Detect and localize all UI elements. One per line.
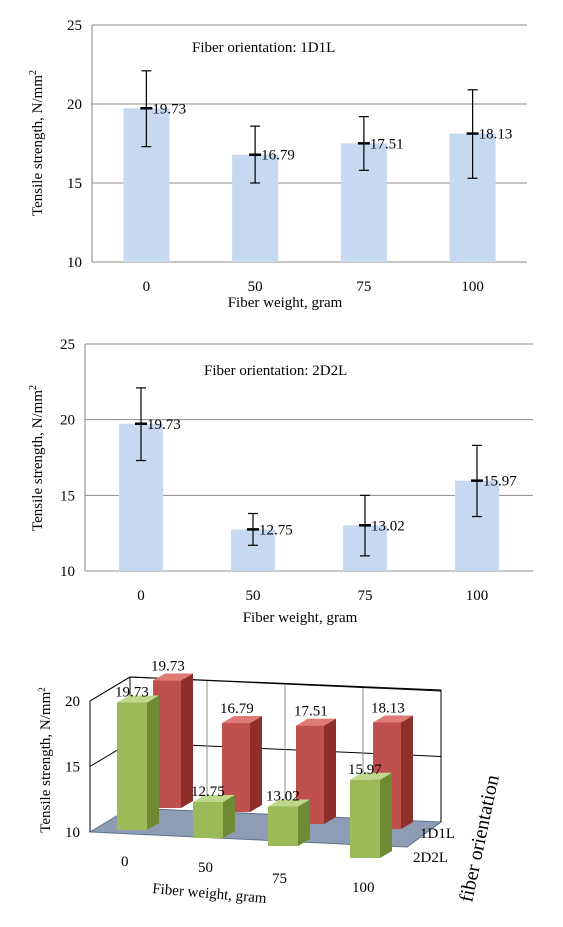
chart-3d-bar-2d2l-100: [350, 772, 392, 858]
chart-1d1l-ylabel: Tensile strength, N/mm2: [28, 70, 46, 216]
c1-xtick-50: 50: [248, 279, 263, 295]
chart-3d-bar-1d1l-100-top: [373, 715, 413, 723]
c2-value-label-50: 12.75: [259, 522, 293, 538]
chart-3d-ylabel-main: Tensile strength, N/mm: [38, 691, 54, 832]
chart-1d1l-annotation: Fiber orientation: 1D1L: [192, 40, 335, 56]
chart-3d-bar-1d1l-75-side: [324, 718, 336, 824]
chart-3d-bar-2d2l-100-front: [350, 779, 380, 858]
chart-3d-value-1d1l-50: 16.79: [220, 701, 254, 717]
chart-3d-bar-2d2l-75-top: [268, 799, 310, 807]
chart-3d-series-1d1l: 1D1L: [420, 826, 455, 842]
c2-xtick-100: 100: [466, 588, 489, 604]
chart-3d-value-2d2l-0: 19.73: [115, 685, 149, 701]
c1-value-label-75: 17.51: [370, 136, 404, 152]
chart-3d-value-2d2l-100: 15.97: [348, 762, 382, 778]
c2-value-label-75: 13.02: [371, 518, 405, 534]
chart-3d-series-2d2l: 2D2L: [413, 850, 448, 866]
chart-3d-bar-2d2l-0-side: [147, 695, 159, 830]
chart-1d1l-group: 10 15 20 25 0 50 75 100 19.73 16.79 17.51 18.13 F…: [28, 18, 527, 311]
chart-3d-bar-2d2l-0: [117, 695, 159, 830]
chart-3d-bar-1d1l-0-side: [181, 673, 193, 808]
chart-1d1l-ylabel-sup: 2: [28, 70, 39, 75]
chart-2d2l-ylabel-main: Tensile strength, N/mm: [30, 390, 46, 531]
chart-3d-bar-2d2l-50-top: [193, 794, 235, 802]
chart-3d-xtick-0: 0: [121, 854, 129, 870]
chart-3d-bar-2d2l-50-front: [193, 801, 223, 838]
c1-value-label-0: 19.73: [152, 101, 186, 117]
chart-3d-value-1d1l-100: 18.13: [371, 700, 405, 716]
chart-2d2l-ylabel-sup: 2: [28, 385, 39, 390]
chart-3d-bar-2d2l-75-front: [268, 806, 298, 846]
chart-3d-bar-1d1l-0-top: [153, 673, 193, 681]
c1-ytick-2: 20: [67, 97, 82, 113]
c1-ytick-3: 25: [67, 18, 82, 34]
chart-3d-value-1d1l-75: 17.51: [294, 704, 328, 720]
c2-ytick-1: 15: [60, 488, 75, 504]
chart-3d-bar-2d2l-100-side: [380, 772, 392, 858]
c1-value-label-100: 18.13: [479, 127, 513, 143]
c1-xtick-75: 75: [356, 279, 371, 295]
chart-3d-bar-2d2l-50-side: [223, 794, 235, 838]
chart-3d-value-1d1l-0: 19.73: [151, 659, 185, 675]
chart-3d-bar-1d1l-100-side: [401, 715, 413, 829]
chart-3d-gridline-2: [89, 676, 442, 702]
chart-3d-bar-2d2l-75: [268, 799, 310, 846]
chart-2d2l-ylabel: Tensile strength, N/mm2: [28, 385, 46, 531]
chart-3d-ytick-2: 20: [65, 694, 80, 710]
chart-3d-bar-2d2l-50: [193, 794, 235, 838]
chart-3d-bar-2d2l-100-top: [350, 772, 392, 780]
c2-xtick-0: 0: [137, 588, 145, 604]
chart-3d-ylabel-sup: 2: [37, 687, 47, 692]
chart-1d1l-xlabel: Fiber weight, gram: [228, 295, 343, 311]
chart-3d-zlabel: fiber orientation: [455, 773, 503, 904]
chart-3d-xtick-50: 50: [198, 860, 213, 876]
c2-xtick-75: 75: [358, 588, 373, 604]
c1-xtick-100: 100: [461, 279, 484, 295]
chart-3d-bar-2d2l-0-front: [117, 702, 147, 830]
c2-ytick-3: 25: [60, 337, 75, 353]
chart-3d-ytick-1: 15: [65, 760, 80, 776]
chart-3d-value-2d2l-50: 12.75: [191, 784, 225, 800]
chart-1d1l-ylabel-main: Tensile strength, N/mm: [30, 75, 46, 216]
chart-3d-xtick-100: 100: [352, 880, 375, 896]
chart-2d2l-annotation: Fiber orientation: 2D2L: [204, 363, 347, 379]
chart-3d-ylabel: Tensile strength, N/mm2: [37, 687, 54, 833]
c2-ytick-0: 10: [60, 564, 75, 580]
c1-ytick-0: 10: [67, 255, 82, 271]
c2-value-label-100: 15.97: [483, 474, 517, 490]
chart-3d-xtick-75: 75: [272, 871, 287, 887]
chart-3d-value-2d2l-75: 13.02: [266, 788, 300, 804]
chart-2d2l-group: 10 15 20 25 0 50 75 100 19.73 12.75 13.02 15.97 F…: [28, 337, 533, 626]
c1-ytick-1: 15: [67, 176, 82, 192]
c2-ytick-2: 20: [60, 413, 75, 429]
c1-value-label-50: 16.79: [261, 148, 295, 164]
chart-3d-ytick-0: 10: [65, 825, 80, 841]
c2-value-label-0: 19.73: [147, 417, 181, 433]
chart-3d-bar-2d2l-75-side: [298, 799, 310, 846]
chart-2d2l-xlabel: Fiber weight, gram: [243, 610, 358, 626]
c2-xtick-50: 50: [246, 588, 261, 604]
chart-3d-bar-2d2l-0-top: [117, 695, 159, 703]
chart-3d-bar-1d1l-50-top: [222, 716, 262, 724]
chart-3d-bar-1d1l-75-top: [296, 718, 336, 726]
chart-3d-xlabel: Fiber weight, gram: [152, 881, 268, 907]
c1-xtick-0: 0: [143, 279, 151, 295]
chart-3d-group: 10 15 20 0 50 75 100 19.73 16.79 17.51 18.13 19.7…: [37, 659, 504, 907]
chart-3d-bar-1d1l-50: [222, 716, 262, 812]
chart-3d-bar-1d1l-50-side: [250, 716, 262, 812]
